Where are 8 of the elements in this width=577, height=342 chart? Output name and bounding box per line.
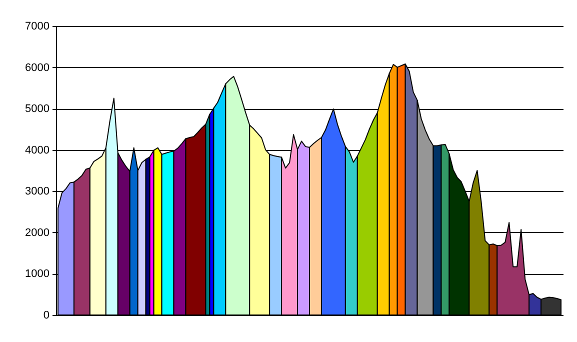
y-tick-label: 0 — [43, 310, 50, 322]
y-tick-label: 6000 — [25, 62, 50, 74]
y-tick-label: 3000 — [25, 186, 50, 198]
y-tick-label: 1000 — [25, 268, 50, 280]
y-tick-label: 4000 — [25, 144, 50, 156]
y-tick-label: 7000 — [25, 20, 50, 32]
y-tick-label: 2000 — [25, 226, 50, 239]
y-tick-label: 5000 — [25, 103, 50, 116]
